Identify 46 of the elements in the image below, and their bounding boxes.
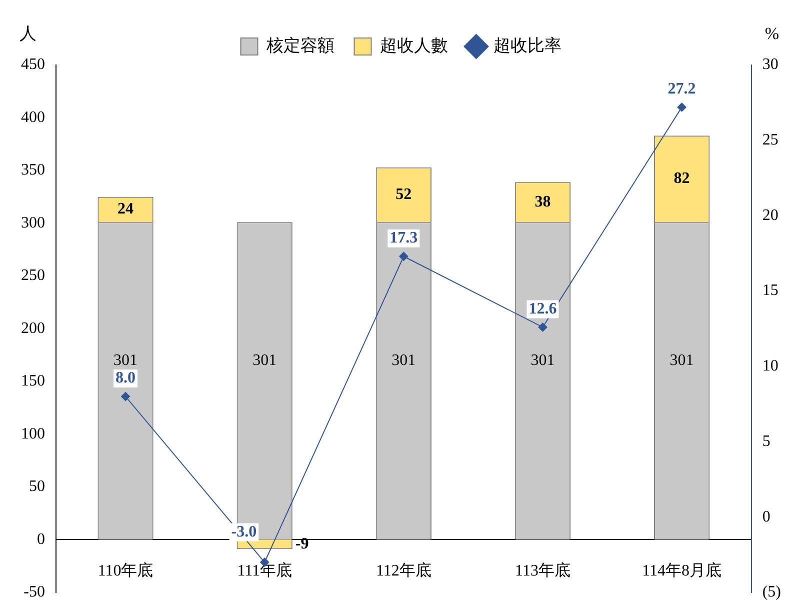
data-label: 301 bbox=[114, 352, 138, 370]
x-tick-label: 112年底 bbox=[376, 561, 432, 580]
y-tick-label: 450 bbox=[21, 56, 45, 74]
y-tick-label: 200 bbox=[21, 320, 45, 337]
x-tick-label: 113年底 bbox=[515, 561, 570, 580]
y2-tick-label: 15 bbox=[762, 282, 778, 300]
x-tick-label: 114年8月底 bbox=[642, 561, 722, 580]
point bbox=[399, 252, 408, 261]
y-tick-label: 300 bbox=[21, 214, 45, 232]
y-tick-label: 400 bbox=[21, 108, 45, 126]
legend-label: 超收人數 bbox=[380, 36, 448, 56]
y2-tick-label: (5) bbox=[762, 584, 781, 601]
y2-tick-label: 5 bbox=[762, 432, 770, 450]
y2-tick-label: 0 bbox=[762, 508, 770, 526]
y2-axis-title: % bbox=[764, 24, 780, 43]
data-label: 82 bbox=[674, 170, 690, 188]
y2-tick-label: 20 bbox=[762, 206, 778, 224]
data-label: 38 bbox=[534, 193, 551, 210]
y2-tick-label: 30 bbox=[762, 56, 778, 74]
y-tick-label: 150 bbox=[21, 372, 45, 390]
data-label: 17.3 bbox=[390, 230, 418, 247]
point bbox=[121, 392, 130, 402]
y2-tick-label: 25 bbox=[762, 132, 778, 149]
point bbox=[677, 102, 686, 112]
y-tick-label: -50 bbox=[24, 584, 45, 601]
y-axis-title: 人 bbox=[20, 24, 36, 43]
y-tick-label: 250 bbox=[21, 267, 45, 284]
data-label: 24 bbox=[118, 200, 134, 218]
point bbox=[538, 322, 548, 332]
data-label: 301 bbox=[670, 352, 694, 370]
y-tick-label: 50 bbox=[29, 478, 45, 496]
data-label: 52 bbox=[396, 186, 412, 203]
data-label: 301 bbox=[392, 352, 416, 370]
legend-label: 核定容額 bbox=[265, 36, 334, 56]
x-tick-label: 110年底 bbox=[98, 561, 154, 580]
data-label: 301 bbox=[530, 352, 555, 370]
y-tick-label: 0 bbox=[37, 530, 45, 548]
data-label: 12.6 bbox=[528, 300, 557, 318]
data-label: 301 bbox=[252, 352, 277, 370]
y-tick-label: 350 bbox=[21, 162, 45, 179]
data-label: -3.0 bbox=[231, 523, 257, 540]
y2-tick-label: 10 bbox=[762, 358, 778, 375]
y-tick-label: 100 bbox=[21, 425, 45, 442]
data-label: 8.0 bbox=[116, 370, 136, 387]
legend-label: 超收比率 bbox=[493, 36, 562, 56]
data-label: 27.2 bbox=[668, 80, 696, 98]
